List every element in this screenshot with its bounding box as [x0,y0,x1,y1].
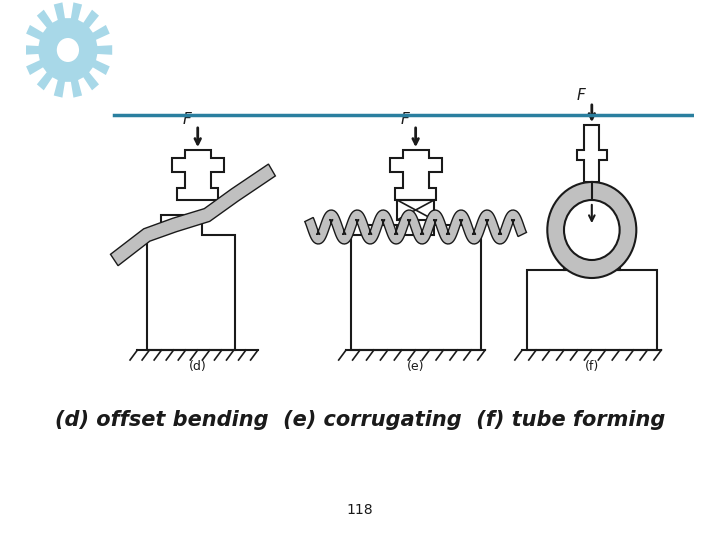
Text: (f): (f) [585,360,599,373]
Polygon shape [390,150,441,200]
Polygon shape [147,215,235,350]
Text: F: F [183,112,192,127]
Polygon shape [305,210,526,244]
Text: F: F [577,88,586,103]
Polygon shape [351,225,480,350]
Bar [527,270,657,350]
Circle shape [564,200,620,260]
Polygon shape [577,125,607,182]
Bar [397,200,434,220]
Polygon shape [110,164,275,266]
Text: 118: 118 [347,503,373,517]
Bar [564,248,620,270]
Circle shape [57,38,79,62]
Polygon shape [24,2,112,98]
Circle shape [547,182,636,278]
Text: F: F [401,112,410,127]
Text: (d): (d) [189,360,207,373]
Polygon shape [172,150,224,200]
Text: (e): (e) [407,360,424,373]
Text: (d) offset bending  (e) corrugating  (f) tube forming: (d) offset bending (e) corrugating (f) t… [55,410,665,430]
